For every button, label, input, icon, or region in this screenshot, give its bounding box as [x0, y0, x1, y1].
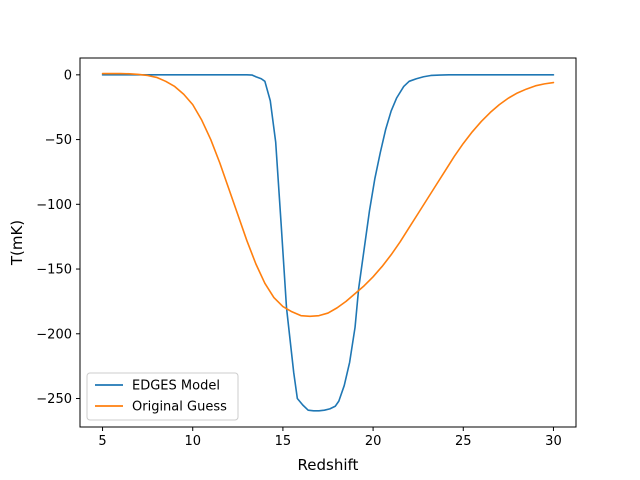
series-layer: [101, 72, 555, 412]
legend: EDGES Model Original Guess: [86, 372, 239, 421]
x-tick-label: 25: [455, 434, 472, 449]
series-line-2: [101, 72, 555, 318]
x-tick-label: 30: [545, 434, 562, 449]
x-tick-label: 10: [184, 434, 201, 449]
y-tick-label: 0: [64, 68, 72, 83]
y-tick-label: −200: [36, 327, 72, 342]
x-tick-label: 5: [98, 434, 106, 449]
legend-label: Original Guess: [132, 400, 227, 415]
y-tick-label: −150: [36, 263, 72, 278]
series-line-1: [101, 74, 555, 412]
x-axis-title: Redshift: [298, 456, 359, 474]
y-axis-title: T(mK): [8, 220, 26, 266]
x-tick-label: 20: [365, 434, 382, 449]
plot-frame: [79, 57, 577, 428]
x-axis: 5 10 15 20 25 30: [98, 427, 562, 449]
legend-box: [86, 372, 239, 421]
y-axis: 0 −50 −100 −150 −200 −250: [36, 68, 80, 407]
y-tick-label: −100: [36, 198, 72, 213]
x-tick-label: 15: [275, 434, 292, 449]
y-tick-label: −250: [36, 392, 72, 407]
legend-label: EDGES Model: [132, 379, 220, 394]
y-tick-label: −50: [45, 133, 72, 148]
